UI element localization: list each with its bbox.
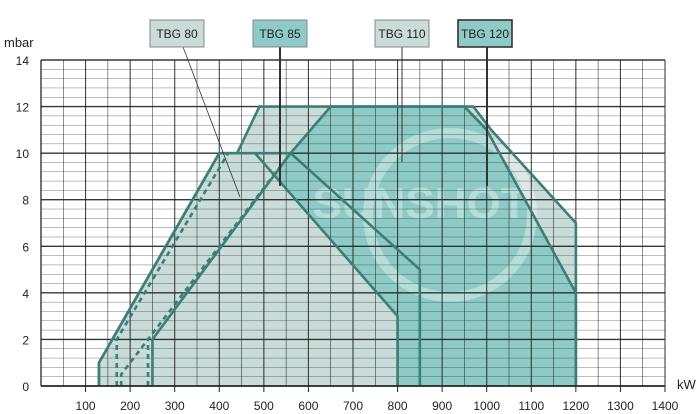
legend-box: [149, 19, 205, 48]
outline-tbg-80: [97, 151, 399, 386]
x-axis-label: kW: [677, 377, 697, 392]
x-tick-label: 300: [165, 399, 185, 413]
y-tick-label: 6: [22, 240, 29, 254]
x-tick-label: 400: [209, 399, 229, 413]
outline-tbg-120: [151, 105, 578, 386]
outline-tbg-85: [254, 151, 422, 386]
y-tick-label: 12: [16, 101, 30, 115]
x-tick-label: 200: [120, 399, 140, 413]
legend-label: TBG 85: [259, 27, 301, 41]
x-tick-label: 800: [388, 399, 408, 413]
x-tick-label: 600: [298, 399, 318, 413]
dashed-limit-line: [115, 152, 230, 386]
x-tick-label: 900: [432, 399, 452, 413]
x-tick-label: 500: [254, 399, 274, 413]
x-tick-label: 100: [76, 399, 96, 413]
legend-label: TBG 120: [461, 27, 509, 41]
area-tbg-80: [98, 153, 398, 386]
x-tick-label: 1200: [563, 399, 590, 413]
x-tick-label: 1000: [473, 399, 500, 413]
legend-label: TBG 110: [378, 27, 425, 41]
x-tick-label: 1400: [652, 399, 679, 413]
x-tick-label: 700: [343, 399, 363, 413]
legend-label: TBG 80: [156, 27, 198, 41]
y-tick-label: 4: [22, 287, 29, 301]
y-tick-label: 10: [16, 147, 30, 161]
y-axis-label: mbar: [4, 35, 34, 50]
legend-box: [252, 19, 308, 48]
legend-box: [457, 19, 513, 48]
legend-box: [374, 19, 430, 48]
y-tick-label: 14: [16, 54, 30, 68]
legend-leader-line: [182, 46, 241, 198]
y-tick-label: 0: [22, 380, 29, 394]
dashed-limit-line: [119, 152, 292, 386]
x-tick-label: 1300: [607, 399, 634, 413]
x-tick-label: 1100: [518, 399, 544, 413]
y-tick-label: 2: [22, 333, 29, 347]
y-tick-label: 8: [22, 194, 29, 208]
